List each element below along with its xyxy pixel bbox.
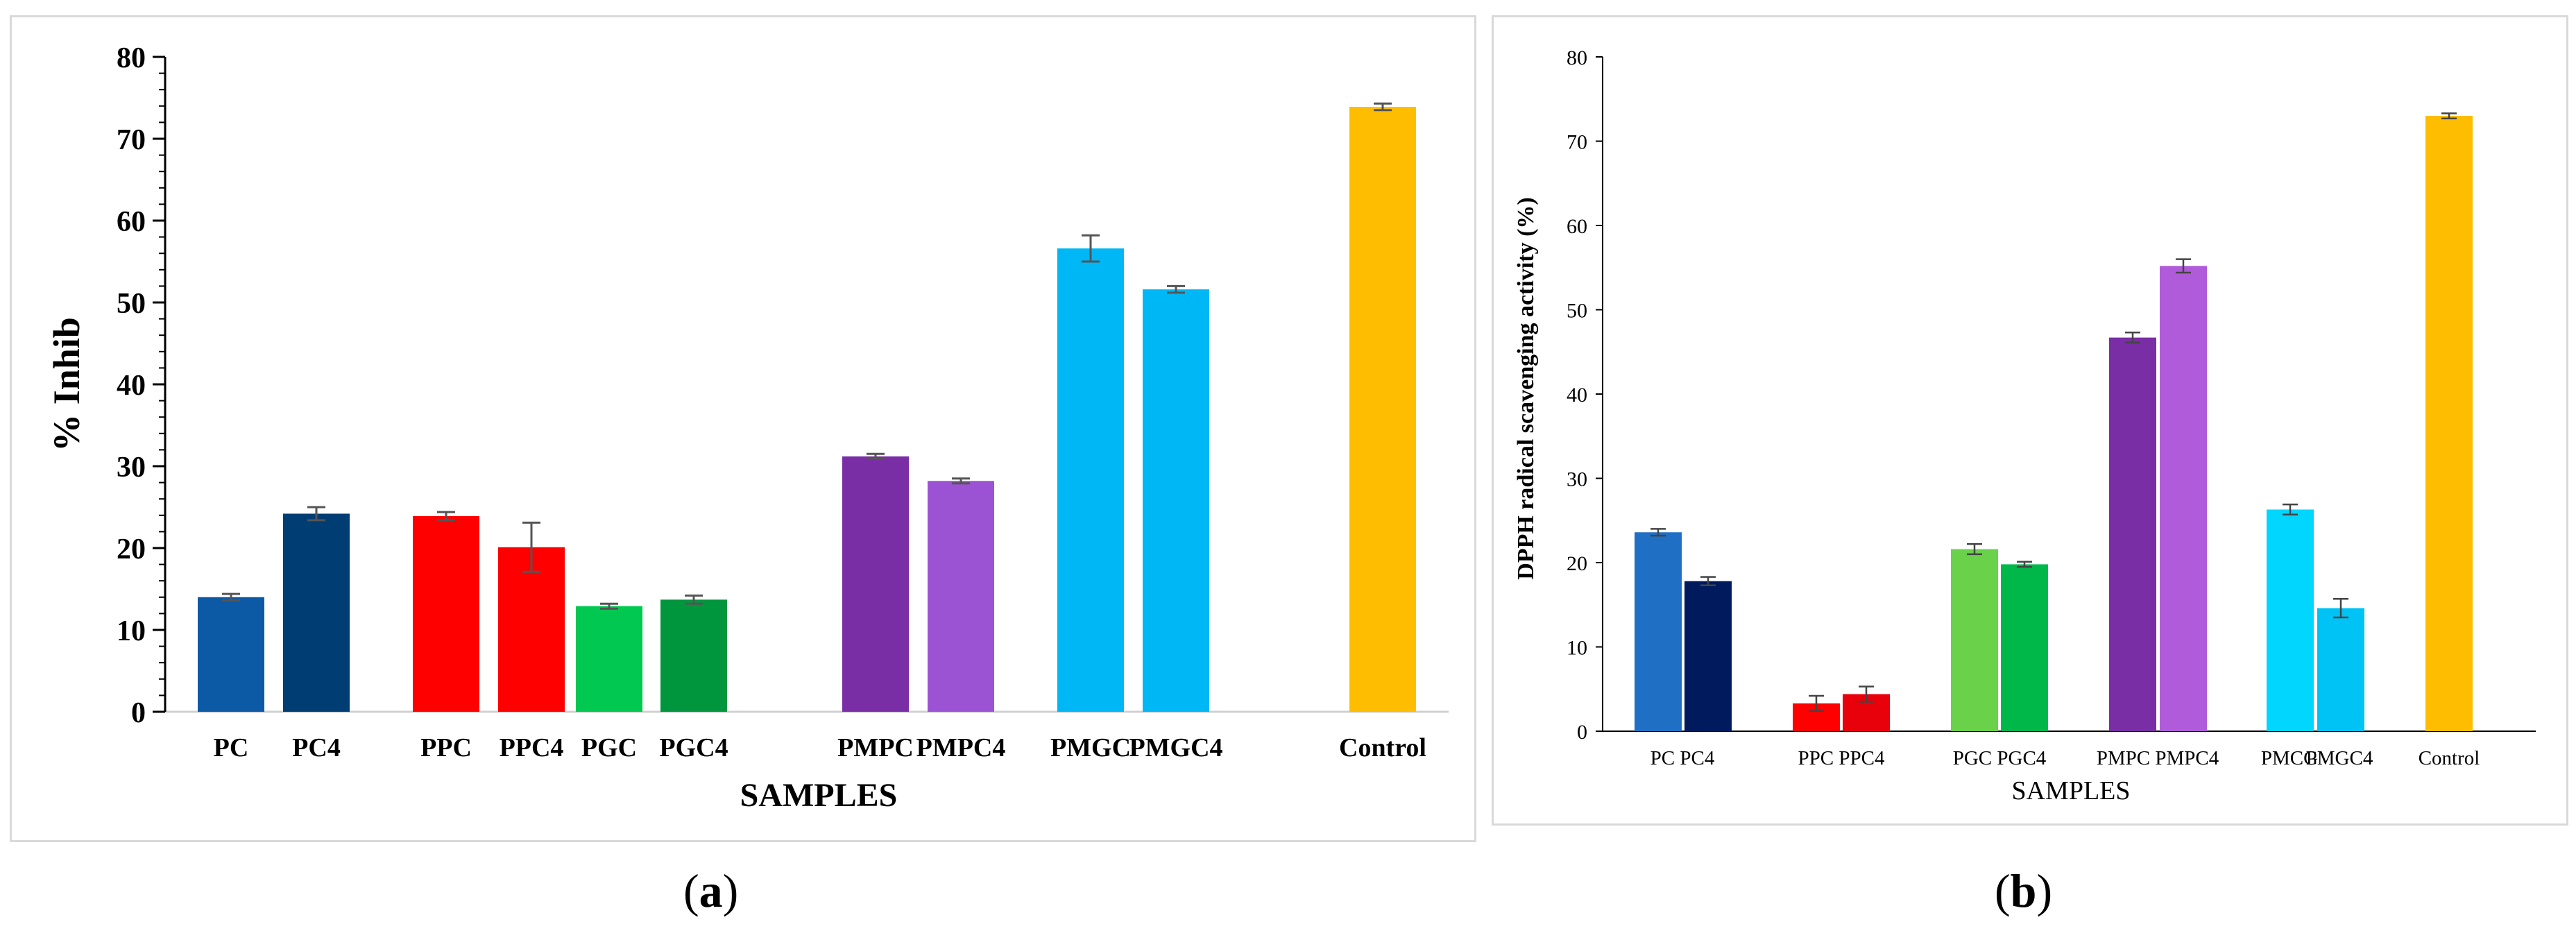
bar-ppc4 (498, 547, 565, 712)
x-tick-label: PPC4 (500, 733, 564, 762)
bar-pmpc4 (2160, 266, 2207, 731)
y-tick-label: 0 (131, 697, 146, 729)
panel-label-a-letter: a (699, 864, 723, 917)
y-tick-label: 30 (1567, 468, 1587, 491)
x-tick-label: PMGC4 (2306, 747, 2373, 769)
y-tick-label: 70 (117, 124, 146, 156)
panel-label-a: (a) (683, 864, 738, 919)
bar-pc4 (283, 513, 350, 712)
y-tick-label: 10 (1567, 637, 1587, 660)
x-tick-label: PMGC (1050, 733, 1131, 762)
y-tick-label: 40 (117, 370, 146, 402)
x-axis-title: SAMPLES (2011, 776, 2130, 805)
y-tick-label: 80 (117, 42, 146, 74)
bar-pmpc (2109, 337, 2156, 732)
bar-control (2425, 116, 2473, 732)
y-tick-label: 60 (117, 206, 146, 238)
bar-pmpc4 (928, 481, 994, 712)
x-tick-label: PGC (581, 733, 637, 762)
x-tick-label: PMPC PMPC4 (2097, 747, 2219, 769)
y-axis-title: % Inhib (46, 317, 87, 452)
y-tick-label: 20 (1567, 552, 1587, 575)
x-tick-label: PC PC4 (1650, 747, 1715, 769)
bar-pmpc (842, 456, 909, 712)
y-tick-label: 60 (1567, 215, 1587, 238)
x-tick-label: Control (1339, 733, 1426, 762)
panel-label-b: (b) (1995, 864, 2052, 919)
y-tick-label: 30 (117, 452, 146, 484)
x-tick-label: Control (2419, 747, 2480, 769)
bar-pc (1635, 532, 1682, 731)
bar-pgc (1951, 549, 1998, 731)
x-tick-label: PC4 (292, 733, 341, 762)
x-tick-label: PPC (420, 733, 472, 762)
bar-pgc (576, 606, 642, 712)
x-tick-label: PMPC4 (916, 733, 1006, 762)
y-tick-label: 40 (1567, 384, 1587, 407)
x-tick-label: PMCG (2261, 747, 2318, 769)
y-tick-label: 80 (1567, 46, 1587, 69)
panel-label-b-letter: b (2010, 864, 2037, 917)
bar-control (1349, 106, 1416, 712)
panel-label-a-close: ) (722, 864, 739, 917)
y-axis-title: DPPH radical scavenging activity (%) (1513, 197, 1539, 579)
x-tick-label: PGC4 (659, 733, 728, 762)
y-tick-label: 10 (117, 615, 146, 647)
bar-pgc4 (2001, 564, 2048, 731)
y-tick-label: 0 (1577, 721, 1587, 744)
y-tick-label: 50 (117, 288, 146, 320)
x-axis-title: SAMPLES (740, 777, 898, 814)
x-tick-label: PPC PPC4 (1798, 747, 1885, 769)
bar-pmcg (2267, 509, 2314, 731)
bar-ppc (413, 515, 479, 712)
bar-pc (198, 597, 264, 712)
x-tick-label: PC (214, 733, 249, 762)
panel-label-b-open: ( (1995, 864, 2011, 917)
x-tick-label: PMPC (837, 733, 914, 762)
bar-pc4 (1684, 581, 1732, 731)
y-tick-label: 70 (1567, 131, 1587, 154)
bar-pmgc (1057, 248, 1124, 712)
bar-pmgc4 (1143, 289, 1209, 712)
y-tick-label: 50 (1567, 300, 1587, 323)
y-tick-label: 20 (117, 533, 146, 565)
panel-label-b-close: ) (2036, 864, 2053, 917)
x-tick-label: PGC PGC4 (1953, 747, 2047, 769)
bar-pgc4 (660, 599, 727, 712)
x-tick-label: PMGC4 (1129, 733, 1222, 762)
panel-label-a-open: ( (683, 864, 699, 917)
bar-pmgc4 (2317, 608, 2364, 731)
